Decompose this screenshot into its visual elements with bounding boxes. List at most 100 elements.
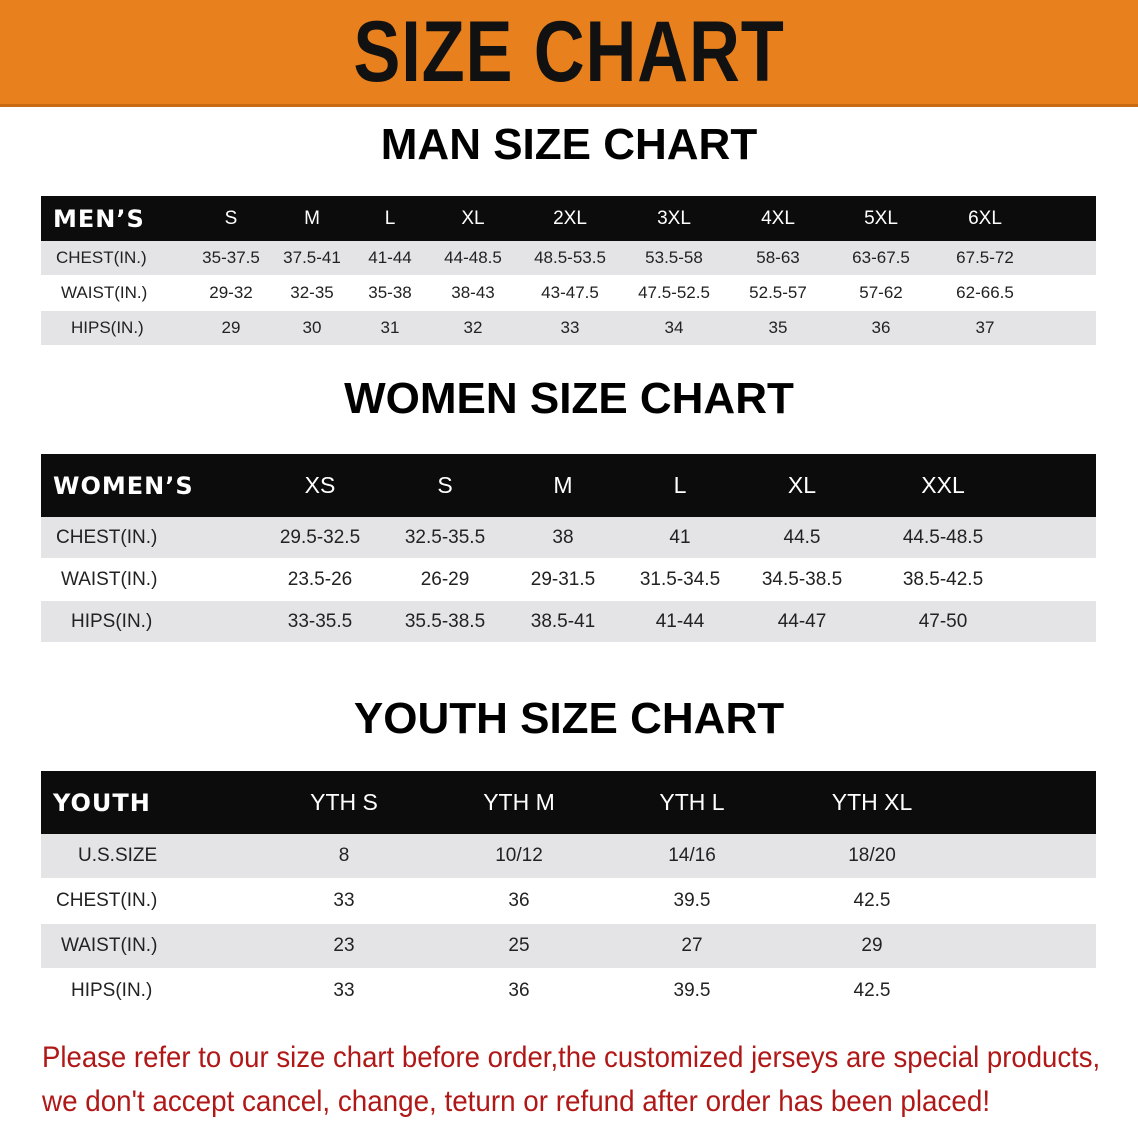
table-cell: 52.5-57 bbox=[749, 283, 807, 302]
table-cell: 31 bbox=[380, 318, 400, 337]
table-cell: 35-38 bbox=[368, 283, 412, 302]
table-cell: 35 bbox=[768, 318, 788, 337]
table-cell: 43-47.5 bbox=[541, 283, 599, 302]
size-header: XXL bbox=[921, 472, 965, 498]
row-label: WAIST(IN.) bbox=[61, 568, 158, 590]
header-label: YOUTH bbox=[53, 788, 151, 817]
table-cell: 38-43 bbox=[451, 283, 495, 302]
table-cell: 36 bbox=[508, 980, 530, 1001]
size-header: M bbox=[553, 472, 573, 498]
row-label: HIPS(IN.) bbox=[71, 318, 144, 337]
table-cell: 26-29 bbox=[420, 568, 470, 590]
header-label: MEN’S bbox=[53, 204, 145, 233]
table-cell: 47.5-52.5 bbox=[638, 283, 710, 302]
table-row: CHEST(IN.) 35-37.5 37.5-41 41-44 44-48.5 48.5… bbox=[41, 241, 1096, 275]
table-header-row: YOUTH YTH S YTH M YTH L YTH XL bbox=[41, 771, 1096, 834]
row-label: CHEST(IN.) bbox=[56, 526, 158, 548]
notice-line-2: we don't accept cancel, change, teturn o… bbox=[42, 1085, 991, 1118]
size-header: S bbox=[437, 472, 453, 498]
table-row: WAIST(IN.) 23 25 27 29 bbox=[41, 924, 1096, 968]
table-cell: 34.5-38.5 bbox=[761, 568, 843, 590]
table-cell: 14/16 bbox=[668, 845, 716, 866]
table-row: U.S.SIZE 8 10/12 14/16 18/20 bbox=[41, 834, 1096, 878]
table-cell: 25 bbox=[508, 935, 530, 956]
table-cell: 41-44 bbox=[368, 248, 412, 267]
size-header: 2XL bbox=[553, 207, 587, 229]
size-header: 6XL bbox=[968, 207, 1002, 229]
table-row: CHEST(IN.) 33 36 39.5 42.5 bbox=[41, 879, 1096, 923]
table-cell: 8 bbox=[338, 845, 350, 866]
table-cell: 41-44 bbox=[655, 610, 705, 632]
size-header: 4XL bbox=[761, 207, 795, 229]
youth-size-table: YOUTH YTH S YTH M YTH L YTH XL U.S.SIZE 8 10/12… bbox=[41, 771, 1096, 1014]
table-cell: 34 bbox=[664, 318, 684, 337]
size-header: XL bbox=[461, 207, 485, 229]
table-cell: 38.5-42.5 bbox=[902, 568, 984, 590]
table-cell: 33 bbox=[333, 980, 355, 1001]
row-label: HIPS(IN.) bbox=[71, 980, 153, 1001]
table-cell: 18/20 bbox=[848, 845, 896, 866]
table-cell: 53.5-58 bbox=[645, 248, 703, 267]
table-cell: 47-50 bbox=[918, 610, 968, 632]
table-cell: 32 bbox=[463, 318, 483, 337]
table-row: WAIST(IN.) 23.5-26 26-29 29-31.5 31.5-34.5 34… bbox=[41, 559, 1096, 600]
size-header: XL bbox=[787, 472, 817, 498]
row-label: CHEST(IN.) bbox=[56, 890, 158, 911]
table-cell: 33 bbox=[560, 318, 580, 337]
size-header: M bbox=[304, 207, 320, 229]
size-header: YTH L bbox=[659, 789, 725, 815]
table-cell: 44.5-48.5 bbox=[902, 526, 984, 548]
table-cell: 32.5-35.5 bbox=[404, 526, 486, 548]
table-cell: 29.5-32.5 bbox=[279, 526, 361, 548]
table-cell: 27 bbox=[681, 935, 703, 956]
size-header: L bbox=[673, 472, 687, 498]
table-cell: 42.5 bbox=[853, 980, 891, 1001]
table-cell: 39.5 bbox=[673, 890, 711, 911]
row-label: U.S.SIZE bbox=[78, 845, 158, 866]
table-cell: 67.5-72 bbox=[956, 248, 1014, 267]
youth-section-title: YOUTH SIZE CHART bbox=[353, 694, 785, 743]
table-row: HIPS(IN.) 29 30 31 32 33 34 35 36 37 bbox=[41, 311, 1096, 345]
row-label: WAIST(IN.) bbox=[61, 283, 148, 302]
table-cell: 23 bbox=[333, 935, 355, 956]
table-cell: 23.5-26 bbox=[287, 568, 353, 590]
men-size-table: MEN’S S M L XL 2XL 3XL 4XL 5XL 6XL CHEST(IN.) 35-37… bbox=[41, 196, 1096, 346]
row-label: CHEST(IN.) bbox=[56, 248, 147, 267]
table-cell: 29 bbox=[221, 318, 241, 337]
table-cell: 44.5 bbox=[783, 526, 821, 548]
table-cell: 48.5-53.5 bbox=[534, 248, 606, 267]
women-section-title: WOMEN SIZE CHART bbox=[344, 374, 794, 423]
men-section-title: MAN SIZE CHART bbox=[380, 120, 758, 169]
table-header-row: WOMEN’S XS S M L XL XXL bbox=[41, 454, 1096, 517]
notice-line-1: Please refer to our size chart before or… bbox=[42, 1041, 1101, 1074]
table-cell: 37 bbox=[975, 318, 995, 337]
size-chart-banner: SIZE CHART bbox=[0, 0, 1138, 107]
women-size-table: WOMEN’S XS S M L XL XXL CHEST(IN.) 29.5-32.5 32.5… bbox=[41, 454, 1096, 643]
table-row: HIPS(IN.) 33-35.5 35.5-38.5 38.5-41 41-44 44-… bbox=[41, 601, 1096, 642]
table-cell: 39.5 bbox=[673, 980, 711, 1001]
table-cell: 63-67.5 bbox=[852, 248, 910, 267]
table-cell: 29 bbox=[861, 935, 883, 956]
size-header: 5XL bbox=[864, 207, 898, 229]
table-cell: 38 bbox=[552, 526, 574, 548]
size-header: YTH XL bbox=[831, 789, 913, 815]
table-row: WAIST(IN.) 29-32 32-35 35-38 38-43 43-47.5 47.… bbox=[41, 276, 1096, 310]
table-cell: 35.5-38.5 bbox=[404, 610, 486, 632]
table-cell: 31.5-34.5 bbox=[639, 568, 721, 590]
table-cell: 33-35.5 bbox=[287, 610, 353, 632]
table-cell: 62-66.5 bbox=[956, 283, 1014, 302]
header-label: WOMEN’S bbox=[53, 471, 194, 500]
table-cell: 10/12 bbox=[495, 845, 543, 866]
table-cell: 33 bbox=[333, 890, 355, 911]
table-cell: 57-62 bbox=[859, 283, 903, 302]
size-header: YTH S bbox=[310, 789, 378, 815]
table-header-row: MEN’S S M L XL 2XL 3XL 4XL 5XL 6XL bbox=[41, 196, 1096, 241]
table-cell: 42.5 bbox=[853, 890, 891, 911]
banner-title: SIZE CHART bbox=[353, 3, 785, 100]
table-cell: 44-47 bbox=[777, 610, 827, 632]
table-cell: 36 bbox=[508, 890, 530, 911]
size-header: L bbox=[384, 207, 396, 229]
table-cell: 36 bbox=[871, 318, 891, 337]
size-header: YTH M bbox=[483, 789, 555, 815]
table-cell: 58-63 bbox=[756, 248, 800, 267]
